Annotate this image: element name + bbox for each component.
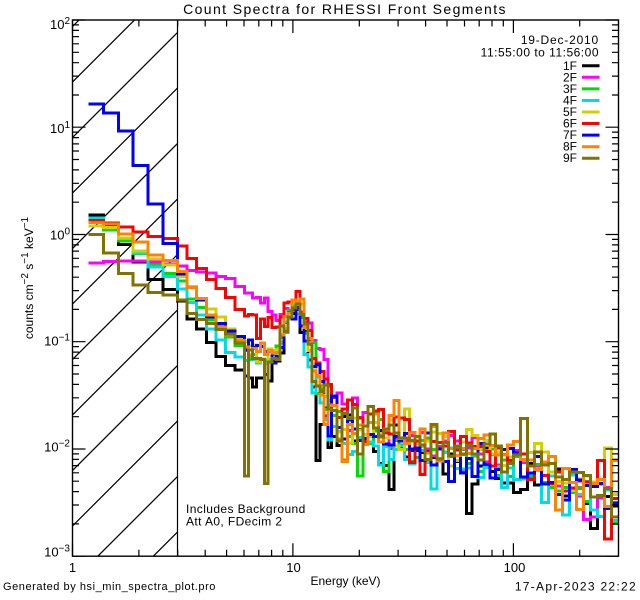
svg-text:7F: 7F bbox=[563, 128, 577, 142]
svg-text:10: 10 bbox=[286, 560, 300, 575]
svg-text:Count Spectra for RHESSI Front: Count Spectra for RHESSI Front Segments bbox=[183, 1, 507, 17]
svg-text:2F: 2F bbox=[563, 70, 577, 84]
svg-text:4F: 4F bbox=[563, 94, 577, 108]
svg-text:9F: 9F bbox=[563, 151, 577, 165]
svg-text:1F: 1F bbox=[563, 59, 577, 73]
svg-text:102: 102 bbox=[50, 16, 70, 32]
svg-text:3F: 3F bbox=[563, 82, 577, 96]
svg-text:100: 100 bbox=[504, 560, 526, 575]
svg-text:17-Apr-2023 22:22: 17-Apr-2023 22:22 bbox=[515, 580, 637, 594]
svg-text:8F: 8F bbox=[563, 140, 577, 154]
svg-text:Includes Background: Includes Background bbox=[186, 502, 306, 516]
svg-text:6F: 6F bbox=[563, 117, 577, 131]
svg-text:19-Dec-2010: 19-Dec-2010 bbox=[521, 33, 599, 47]
svg-text:10−2: 10−2 bbox=[44, 439, 70, 455]
svg-text:1: 1 bbox=[69, 560, 76, 575]
svg-text:Generated by hsi_min_spectra_p: Generated by hsi_min_spectra_plot.pro bbox=[3, 581, 216, 593]
svg-text:Energy (keV): Energy (keV) bbox=[310, 574, 380, 588]
svg-text:11:55:00 to 11:56:00: 11:55:00 to 11:56:00 bbox=[481, 46, 599, 60]
svg-text:5F: 5F bbox=[563, 105, 577, 119]
svg-text:Att A0, FDecim 2: Att A0, FDecim 2 bbox=[186, 515, 282, 529]
svg-text:100: 100 bbox=[50, 227, 70, 243]
svg-text:counts cm−2 s−1 keV−1: counts cm−2 s−1 keV−1 bbox=[20, 216, 36, 339]
svg-text:101: 101 bbox=[50, 120, 70, 136]
svg-text:10−1: 10−1 bbox=[44, 333, 70, 349]
svg-text:10−3: 10−3 bbox=[44, 544, 70, 560]
